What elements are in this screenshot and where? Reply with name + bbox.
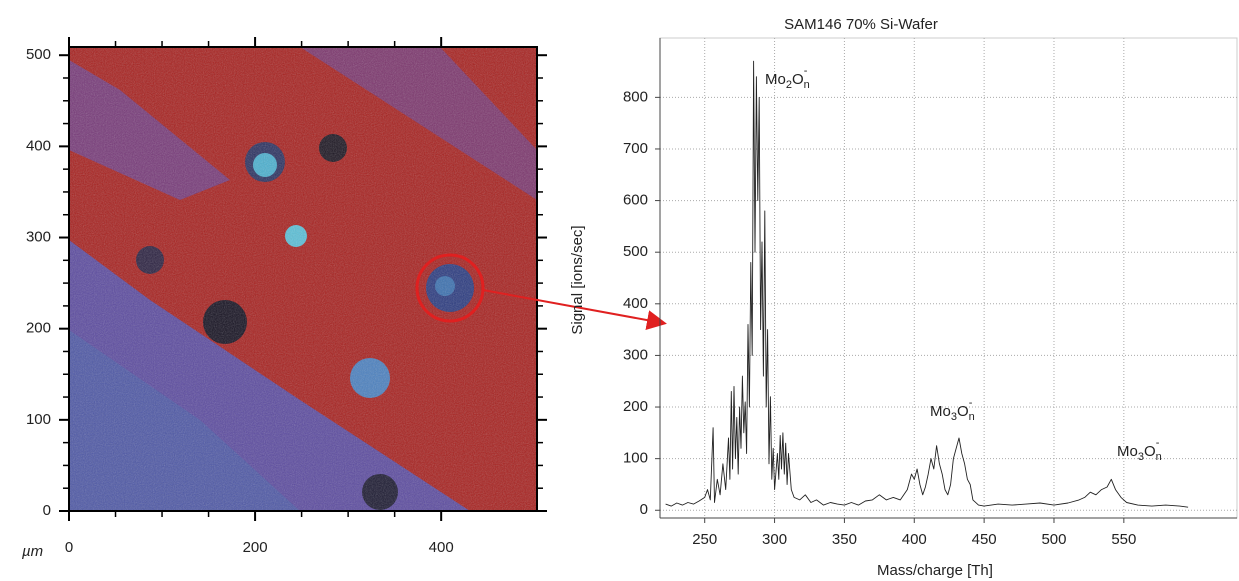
y-tick-label: 800 [623, 88, 648, 105]
x-unit: µm [22, 543, 43, 560]
annotation-part: - [1156, 437, 1160, 449]
spectrum-line [665, 60, 1189, 508]
x-axis-label: Mass/charge [Th] [877, 562, 993, 579]
annotation-part: O [792, 71, 804, 88]
annotation-part: n [804, 79, 810, 91]
annotation-part: 2 [786, 79, 792, 91]
y-tick-label: 0 [640, 501, 648, 518]
ion-image [69, 47, 537, 511]
y-tick-label: 400 [623, 295, 648, 312]
y-tick-label: 400 [26, 137, 51, 154]
annotation-part: n [969, 411, 975, 423]
peak-annotation: Mo3On - [1117, 437, 1162, 463]
image-frame [68, 46, 538, 512]
x-tick-label: 250 [692, 531, 717, 548]
x-tick-label: 0 [65, 539, 73, 556]
peak-annotation: Mo3On - [930, 397, 975, 423]
annotation-part: 3 [1138, 451, 1144, 463]
y-tick-label: 0 [43, 502, 51, 519]
y-tick-label: 300 [26, 228, 51, 245]
annotation-part: O [1144, 443, 1156, 460]
x-tick-label: 400 [429, 539, 454, 556]
y-tick-label: 500 [623, 243, 648, 260]
y-axis-label: Signal [ions/sec] [569, 225, 586, 334]
annotation-part: 3 [951, 411, 957, 423]
annotation-part: Mo [765, 71, 786, 88]
annotation-part: Mo [930, 403, 951, 420]
x-tick-label: 550 [1111, 531, 1136, 548]
x-tick-label: 300 [762, 531, 787, 548]
peak-annotation: Mo2On - [765, 65, 810, 91]
annotation-part: - [804, 65, 808, 77]
y-tick-label: 100 [26, 411, 51, 428]
x-tick-label: 400 [902, 531, 927, 548]
arrow [482, 289, 667, 330]
annotation-part: Mo [1117, 443, 1138, 460]
y-tick-label: 200 [623, 398, 648, 415]
y-tick-label: 100 [623, 450, 648, 467]
x-tick-label: 500 [1041, 531, 1066, 548]
annotation-part: n [1156, 451, 1162, 463]
annotation-part: O [957, 403, 969, 420]
x-tick-label: 350 [832, 531, 857, 548]
x-tick-label: 450 [972, 531, 997, 548]
x-tick-label: 200 [243, 539, 268, 556]
y-tick-label: 600 [623, 192, 648, 209]
y-tick-label: 300 [623, 346, 648, 363]
annotation-part: - [969, 397, 973, 409]
highlight-circle [415, 253, 485, 323]
chart-title: SAM146 70% Si-Wafer [784, 16, 938, 33]
y-tick-label: 700 [623, 140, 648, 157]
y-tick-label: 500 [26, 46, 51, 63]
y-tick-label: 200 [26, 320, 51, 337]
